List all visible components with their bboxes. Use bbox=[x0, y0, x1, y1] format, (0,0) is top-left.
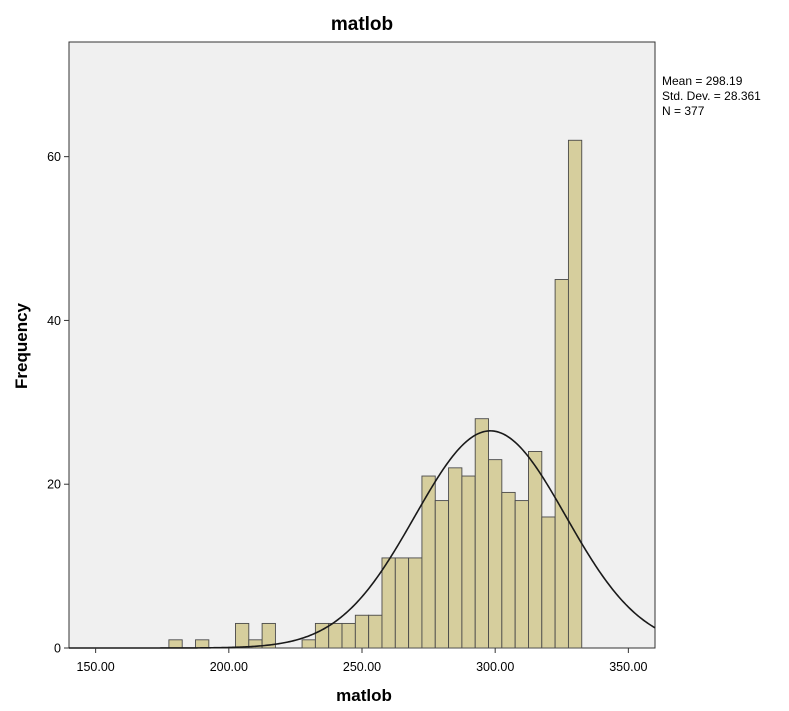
x-axis-title: matlob bbox=[336, 686, 392, 705]
histogram-bar-23 bbox=[541, 516, 556, 649]
histogram-bar-10 bbox=[368, 614, 383, 649]
x-tick-label: 350.00 bbox=[609, 660, 647, 674]
histogram-bar-24 bbox=[554, 279, 569, 649]
histogram-bar-8 bbox=[341, 622, 356, 649]
histogram-bar-1 bbox=[195, 639, 210, 649]
stat-mean: Mean = 298.19 bbox=[662, 74, 743, 88]
y-tick-label: 40 bbox=[47, 314, 61, 328]
x-axis-ticks: 150.00 200.00 250.00 300.00 350.00 bbox=[77, 648, 648, 674]
y-tick-label: 0 bbox=[54, 642, 61, 656]
x-tick-label: 300.00 bbox=[476, 660, 514, 674]
histogram-bar-13 bbox=[408, 557, 423, 649]
stat-n: N = 377 bbox=[662, 104, 705, 118]
histogram-bar-0 bbox=[168, 639, 183, 649]
histogram-bar-18 bbox=[474, 418, 489, 649]
histogram-bar-19 bbox=[488, 459, 503, 649]
chart-title: matlob bbox=[331, 14, 393, 35]
y-axis-ticks: 0 20 40 60 bbox=[47, 150, 69, 656]
histogram-bar-21 bbox=[514, 500, 529, 649]
y-tick-label: 60 bbox=[47, 150, 61, 164]
bars-group bbox=[168, 139, 583, 649]
histogram-bar-2 bbox=[235, 622, 250, 649]
y-tick-label: 20 bbox=[47, 478, 61, 492]
histogram-bar-7 bbox=[328, 622, 343, 649]
histogram-bar-15 bbox=[434, 500, 450, 649]
x-tick-label: 150.00 bbox=[77, 660, 115, 674]
histogram-bar-22 bbox=[528, 451, 543, 649]
histogram-bar-12 bbox=[394, 557, 410, 649]
histogram-bar-20 bbox=[501, 491, 516, 649]
histogram-bar-17 bbox=[461, 475, 476, 649]
stat-std-dev: Std. Dev. = 28.361 bbox=[662, 89, 761, 103]
histogram-bar-25 bbox=[567, 139, 583, 649]
histogram-bar-11 bbox=[381, 557, 396, 649]
histogram-bar-5 bbox=[301, 639, 316, 649]
histogram-bar-16 bbox=[448, 467, 463, 649]
normal-curve bbox=[69, 430, 656, 649]
histogram-bar-9 bbox=[354, 614, 370, 649]
x-tick-label: 200.00 bbox=[210, 660, 248, 674]
y-axis-title: Frequency bbox=[12, 302, 31, 389]
histogram-bar-4 bbox=[261, 622, 276, 649]
x-tick-label: 250.00 bbox=[343, 660, 381, 674]
